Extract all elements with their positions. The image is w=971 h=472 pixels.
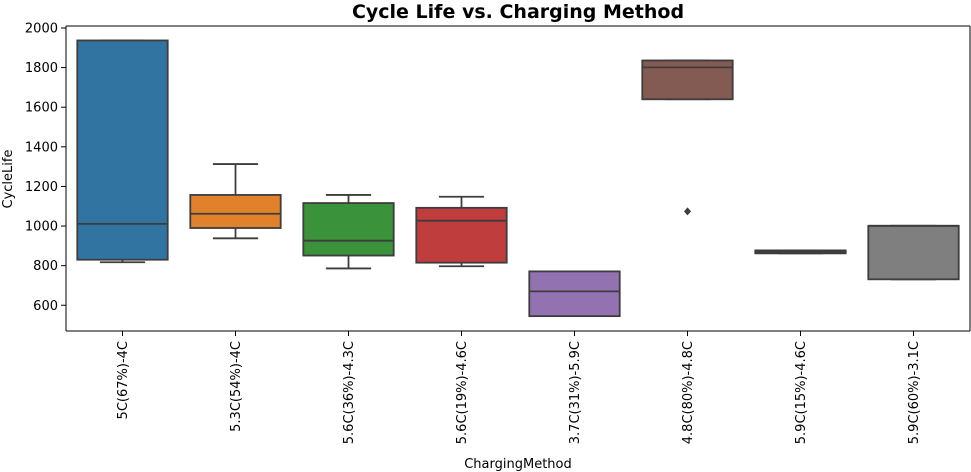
x-tick-label: 5.3C(54%)-4C bbox=[229, 341, 244, 432]
box-group-7 bbox=[754, 249, 847, 255]
x-tick-label: 5C(67%)-4C bbox=[116, 341, 131, 419]
box-group-3 bbox=[302, 194, 395, 270]
outlier-point bbox=[684, 207, 691, 216]
y-tick-label: 600 bbox=[33, 299, 58, 314]
box-group-4 bbox=[415, 195, 508, 268]
y-tick-label: 2000 bbox=[25, 21, 58, 36]
x-tick-label: 3.7C(31%)-5.9C bbox=[568, 341, 583, 444]
x-axis-label: ChargingMethod bbox=[464, 457, 572, 472]
x-tick-label: 5.6C(36%)-4.3C bbox=[342, 341, 357, 444]
box-group-6 bbox=[641, 59, 734, 216]
box bbox=[76, 39, 169, 261]
y-tick-label: 1200 bbox=[25, 180, 58, 195]
box bbox=[528, 270, 621, 318]
box-group-5 bbox=[528, 270, 621, 318]
box bbox=[867, 224, 960, 281]
y-tick-label: 1800 bbox=[25, 61, 58, 76]
y-tick-label: 800 bbox=[33, 259, 58, 274]
chart-title: Cycle Life vs. Charging Method bbox=[352, 1, 684, 23]
y-tick-label: 1600 bbox=[25, 101, 58, 116]
y-tick-label: 1000 bbox=[25, 220, 58, 235]
x-tick-label: 4.8C(80%)-4.8C bbox=[681, 341, 696, 444]
box-group-8 bbox=[867, 224, 960, 281]
plot-area: 600 800 1000 1200 1400 1600 1800 2000 5C(67%)-4C… bbox=[25, 21, 971, 444]
box bbox=[415, 206, 508, 264]
box bbox=[641, 59, 734, 101]
box bbox=[302, 202, 395, 257]
box-group-1 bbox=[76, 39, 169, 264]
x-tick-label: 5.9C(15%)-4.6C bbox=[794, 341, 809, 444]
y-axis-label: CycleLife bbox=[1, 150, 16, 209]
x-tick-label: 5.9C(60%)-3.1C bbox=[907, 341, 922, 444]
box-group-2 bbox=[189, 163, 282, 240]
x-tick-label: 5.6C(19%)-4.6C bbox=[455, 341, 470, 444]
y-tick-label: 1400 bbox=[25, 140, 58, 155]
box bbox=[189, 194, 282, 229]
